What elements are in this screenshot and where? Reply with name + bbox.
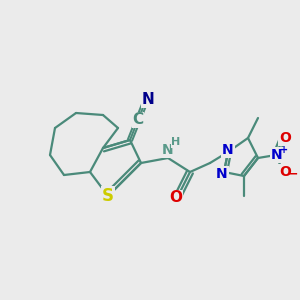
Text: N: N	[271, 148, 283, 162]
Text: N: N	[142, 92, 154, 107]
Text: H: H	[171, 137, 181, 147]
Text: C: C	[132, 112, 144, 128]
Text: N: N	[222, 143, 234, 157]
Text: O: O	[279, 131, 291, 145]
Text: O: O	[169, 190, 182, 206]
Text: N: N	[216, 167, 228, 181]
Text: S: S	[102, 187, 114, 205]
Text: O: O	[279, 165, 291, 179]
Text: N: N	[162, 143, 174, 157]
Text: −: −	[288, 167, 298, 181]
Text: +: +	[280, 145, 288, 155]
